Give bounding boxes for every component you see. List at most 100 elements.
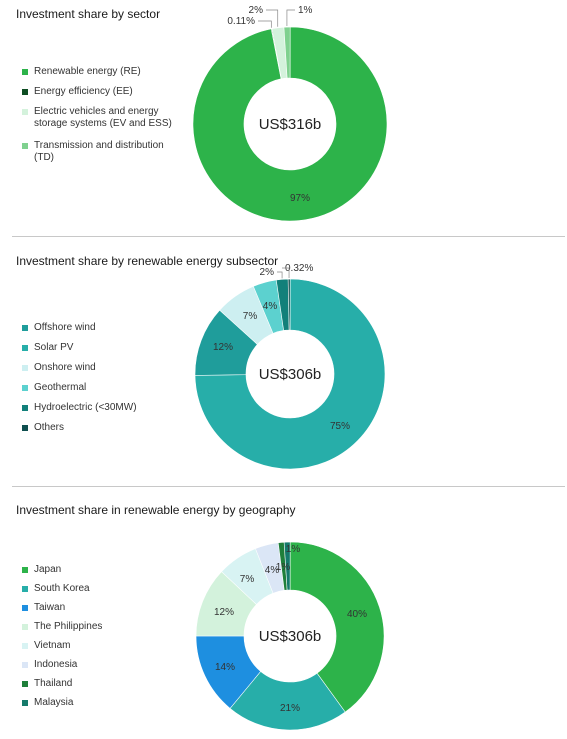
legend-label: Japan [34,564,62,575]
slice-label-others: 0.32% [285,263,313,274]
legend-label: Onshore wind [34,362,96,373]
legend-item-energy-efficiency-ee: Energy efficiency (EE) [22,86,172,98]
legend-item-renewable-energy-re: Renewable energy (RE) [22,66,172,78]
legend-item-taiwan: Taiwan [22,602,102,614]
legend-label: Geothermal [34,382,87,393]
legend-item-transmission-and-distribution-td: Transmission and distribution (TD) [22,140,172,164]
legend-item-offshore-wind: Offshore wind [22,322,137,334]
slice-label-renewable-energy-re: 97% [290,193,310,204]
slice-renewable-energy-re [192,26,388,222]
slice-label-indonesia: 4% [265,565,280,576]
center-total-label: US$306b [259,628,322,645]
legend-item-the-philippines: The Philippines [22,621,102,633]
legend-swatch [22,325,28,331]
slice-label-vietnam: 7% [240,574,255,585]
legend-label: Others [34,422,65,433]
slice-label-solar-pv: 75% [330,421,350,432]
divider [12,236,565,237]
legend-swatch [22,567,28,573]
slice-label-offshore-wind: 12% [213,342,233,353]
divider [12,486,565,487]
slice-malaysia [283,541,291,591]
slice-others [287,278,291,331]
legend-label: Offshore wind [34,322,96,333]
legend-label: Malaysia [34,697,74,708]
legend-item-onshore-wind: Onshore wind [22,362,137,374]
slice-label-south-korea: 21% [280,703,300,714]
legend-label: Electric vehicles and energy storage sys… [34,106,172,129]
legend-swatch [22,365,28,371]
slice-label-geothermal: 4% [263,301,278,312]
legend-item-malaysia: Malaysia [22,697,102,709]
legend-item-vietnam: Vietnam [22,640,102,652]
legend-swatch [22,643,28,649]
leader-line-hydroelectric-30mw [277,271,283,279]
slice-label-malaysia: 1% [286,544,301,555]
legend-swatch [22,662,28,668]
legend-item-indonesia: Indonesia [22,659,102,671]
legend-label: South Korea [34,583,90,594]
legend-swatch [22,89,28,95]
leader-line-electric-vehicles-and-energy-storage-systems-ev-and-ess [266,9,279,27]
slice-label-taiwan: 14% [215,662,235,673]
donut-chart-re-subsector: US$306b 12% 75% 7% 4% 2% 0.32% [194,263,386,470]
legend-label: Indonesia [34,659,78,670]
legend-swatch [22,385,28,391]
slice-label-onshore-wind: 7% [243,311,258,322]
legend-item-geothermal: Geothermal [22,382,137,394]
chart-legend: Offshore wind Solar PV Onshore wind Geother… [22,322,137,442]
slice-label-thailand: 1% [276,562,291,573]
slice-label-the-philippines: 12% [214,607,234,618]
legend-item-others: Others [22,422,137,434]
chart-title: Investment share by sector [16,7,161,21]
chart-panel-geography: Investment share in renewable energy by … [0,488,567,739]
legend-swatch [22,425,28,431]
slice-label-hydroelectric-30mw: 2% [260,267,275,278]
legend-item-electric-vehicles-and-energy-storage-systems-ev-and-ess: Electric vehicles and energy storage sys… [22,106,172,130]
center-total-label: US$306b [259,366,322,383]
legend-swatch [22,69,28,75]
donut-chart-sector: US$316b 97% 0.11%2% 1% [192,5,388,222]
chart-legend: Renewable energy (RE) Energy efficiency (… [22,66,172,174]
center-total-label: US$316b [259,116,322,133]
legend-item-japan: Japan [22,564,102,576]
legend-label: Solar PV [34,342,74,353]
legend-item-hydroelectric-30mw: Hydroelectric (<30MW) [22,402,137,414]
legend-label: Hydroelectric (<30MW) [34,402,137,413]
legend-swatch [22,586,28,592]
leader-line-transmission-and-distribution-td [286,9,295,27]
slice-label-electric-vehicles-and-energy-storage-systems-ev-and-ess: 2% [249,5,264,16]
legend-item-solar-pv: Solar PV [22,342,137,354]
slice-japan [289,541,385,713]
legend-item-south-korea: South Korea [22,583,102,595]
legend-swatch [22,681,28,687]
slice-label-transmission-and-distribution-td: 1% [298,5,313,16]
legend-item-thailand: Thailand [22,678,102,690]
legend-label: Energy efficiency (EE) [34,86,133,97]
legend-swatch [22,345,28,351]
slice-transmission-and-distribution-td [283,26,291,79]
slice-label-japan: 40% [347,609,367,620]
chart-title: Investment share by renewable energy sub… [16,254,279,268]
chart-panel-sector: Investment share by sector Renewable ene… [0,0,567,234]
legend-swatch [22,405,28,411]
chart-legend: Japan South Korea Taiwan The Philippines Vie… [22,564,102,716]
legend-swatch [22,143,28,149]
slice-label-energy-efficiency-ee: 0.11% [227,16,255,27]
legend-label: Vietnam [34,640,71,651]
legend-swatch [22,605,28,611]
legend-swatch [22,109,28,115]
legend-label: Thailand [34,678,73,689]
chart-title: Investment share in renewable energy by … [16,503,296,517]
chart-panel-re-subsector: Investment share by renewable energy sub… [0,238,567,484]
slice-solar-pv [194,278,386,470]
legend-label: Transmission and distribution (TD) [34,140,164,163]
legend-swatch [22,624,28,630]
slice-south-korea [229,670,346,731]
legend-label: The Philippines [34,621,103,632]
legend-label: Taiwan [34,602,66,613]
leader-line-energy-efficiency-ee [258,20,272,28]
leader-line-others [282,267,290,279]
legend-label: Renewable energy (RE) [34,66,141,77]
